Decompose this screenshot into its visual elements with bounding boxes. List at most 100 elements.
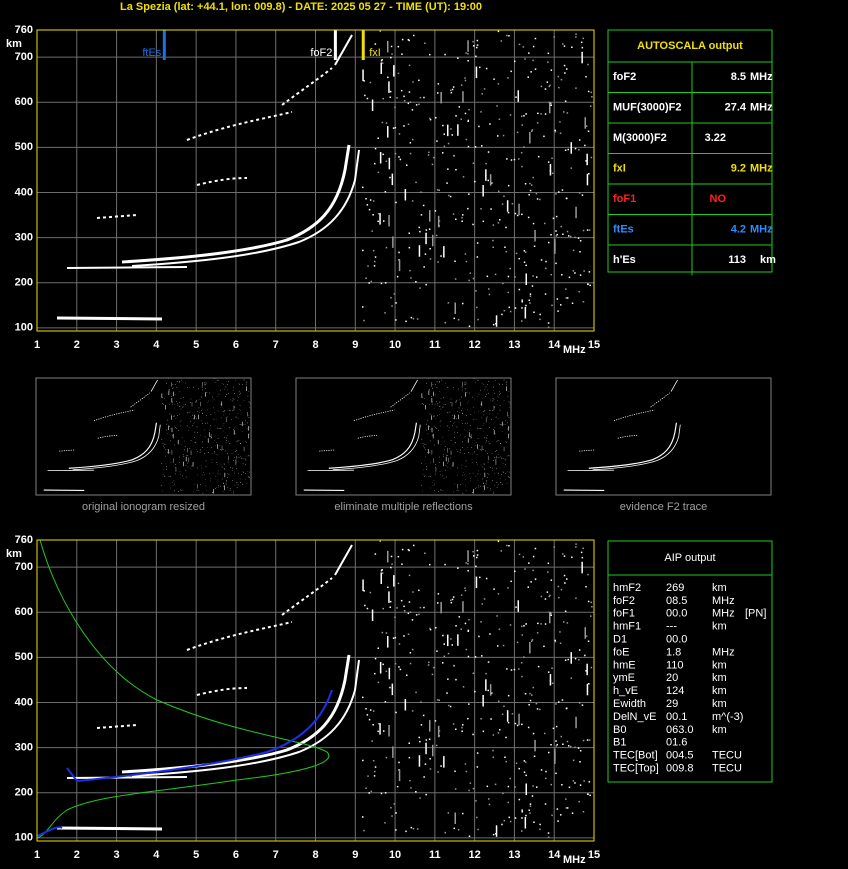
- x-tick-label: 8: [312, 849, 318, 861]
- y-tick-label: 760: [15, 534, 33, 546]
- aip-cell: 20: [666, 672, 678, 684]
- row-value: 4.2: [731, 224, 746, 236]
- y-tick-label: 500: [15, 141, 33, 153]
- x-tick-label: 12: [469, 339, 481, 351]
- x-tick-label: 11: [429, 339, 441, 351]
- x-tick-label: 1: [34, 339, 40, 351]
- x-unit: MHz: [563, 854, 586, 866]
- x-tick-label: 10: [389, 849, 401, 861]
- y-tick-label: 600: [15, 606, 33, 618]
- aip-cell: km: [712, 724, 727, 736]
- x-tick-label: 6: [233, 849, 239, 861]
- row-label: MUF(3000)F2: [613, 102, 681, 114]
- x-tick-label: 4: [153, 849, 160, 861]
- aip-cell: 29: [666, 698, 678, 710]
- aip-cell: 00.0: [666, 634, 687, 646]
- profile-curve: [36, 539, 330, 839]
- aip-cell: h_vE: [613, 685, 638, 697]
- x-tick-label: 12: [469, 849, 481, 861]
- y-tick-label: 600: [15, 96, 33, 108]
- thumbnail: eliminate multiple reflections: [295, 377, 512, 513]
- aip-cell: Ewidth: [613, 698, 646, 710]
- aip-cell: 1.8: [666, 646, 681, 658]
- thumb-bg: [35, 377, 252, 496]
- y-tick-label: 200: [15, 277, 33, 289]
- plot-frame: [36, 29, 595, 332]
- aip-cell: TECU: [712, 750, 742, 762]
- row-value: 27.4: [725, 102, 747, 114]
- row-label: h'Es: [613, 254, 636, 266]
- row-value: 3.22: [705, 132, 726, 144]
- aip-cell: [PN]: [745, 608, 766, 620]
- aip-cell: 124: [666, 685, 684, 697]
- y-tick-label: 400: [15, 186, 33, 198]
- aip-cell: hmF1: [613, 621, 641, 633]
- aip-trace: [66, 689, 333, 783]
- y-tick-label: 700: [15, 561, 33, 573]
- row-value: 9.2: [731, 163, 746, 175]
- table-title: AIP output: [664, 552, 715, 564]
- y-tick-label: 760: [15, 24, 33, 36]
- y-tick-label: 200: [15, 787, 33, 799]
- x-tick-label: 8: [312, 339, 318, 351]
- marker-label: foF2: [310, 47, 332, 59]
- x-tick-label: 6: [233, 339, 239, 351]
- aip-cell: km: [712, 672, 727, 684]
- aip-cell: 01.6: [666, 737, 687, 749]
- aip-cell: m^(-3): [712, 711, 743, 723]
- x-tick-label: 5: [193, 849, 199, 861]
- aip-cell: km: [712, 582, 727, 594]
- x-tick-label: 14: [548, 849, 561, 861]
- thumb-caption: evidence F2 trace: [620, 501, 707, 513]
- aip-cell: 00.1: [666, 711, 687, 723]
- y-tick-label: 400: [15, 696, 33, 708]
- aip-cell: hmE: [613, 659, 636, 671]
- row-unit: MHz: [750, 163, 773, 175]
- aip-cell: km: [712, 685, 727, 697]
- y-unit: km: [6, 38, 22, 50]
- x-tick-label: 10: [389, 339, 401, 351]
- row-unit: MHz: [750, 102, 773, 114]
- x-tick-label: 11: [429, 849, 441, 861]
- row-label: ftEs: [613, 224, 634, 236]
- x-tick-label: 9: [352, 339, 358, 351]
- ionogram: 1 2 3 4 5 6 7 8 9 10 11 12 13 14 151002003004005006007…: [6, 24, 600, 356]
- aip-cell: B1: [613, 737, 626, 749]
- aip-cell: km: [712, 621, 727, 633]
- y-tick-label: 300: [15, 231, 33, 243]
- row-label: fxI: [613, 163, 626, 175]
- aip-cell: D1: [613, 634, 627, 646]
- aip-cell: 009.8: [666, 763, 694, 775]
- marker-bar: [333, 30, 337, 60]
- aip-cell: km: [712, 659, 727, 671]
- y-tick-label: 700: [15, 51, 33, 63]
- marker-label: fxI: [369, 47, 381, 59]
- aip-cell: 269: [666, 582, 684, 594]
- row-unit: km: [760, 254, 776, 266]
- aip-cell: ymE: [613, 672, 635, 684]
- e-profile: [36, 826, 63, 837]
- x-tick-label: 4: [153, 339, 160, 351]
- aip-table: AIP output hmF2 269 km foF2 08.5 MHz foF1 00.0 MH…: [607, 540, 773, 783]
- y-tick-label: 100: [15, 322, 33, 334]
- x-tick-label: 5: [193, 339, 199, 351]
- aip-cell: DelN_vE: [613, 711, 656, 723]
- row-unit: MHz: [750, 71, 773, 83]
- table-frame: [607, 29, 773, 273]
- aip-cell: foF1: [613, 608, 635, 620]
- x-tick-label: 2: [74, 849, 80, 861]
- plot-frame: [36, 539, 595, 842]
- thumbnail: original ionogram resized: [35, 377, 252, 513]
- aip-cell: 004.5: [666, 750, 694, 762]
- aip-cell: B0: [613, 724, 626, 736]
- aip-cell: TECU: [712, 763, 742, 775]
- ionogram: 1 2 3 4 5 6 7 8 9 10 11 12 13 14 151002003004005006007…: [6, 534, 600, 866]
- marker-bar: [361, 30, 365, 60]
- aip-cell: MHz: [712, 646, 735, 658]
- marker-label: ftEs: [142, 47, 161, 59]
- x-tick-label: 9: [352, 849, 358, 861]
- thumb-bg: [295, 377, 512, 496]
- aip-cell: 063.0: [666, 724, 694, 736]
